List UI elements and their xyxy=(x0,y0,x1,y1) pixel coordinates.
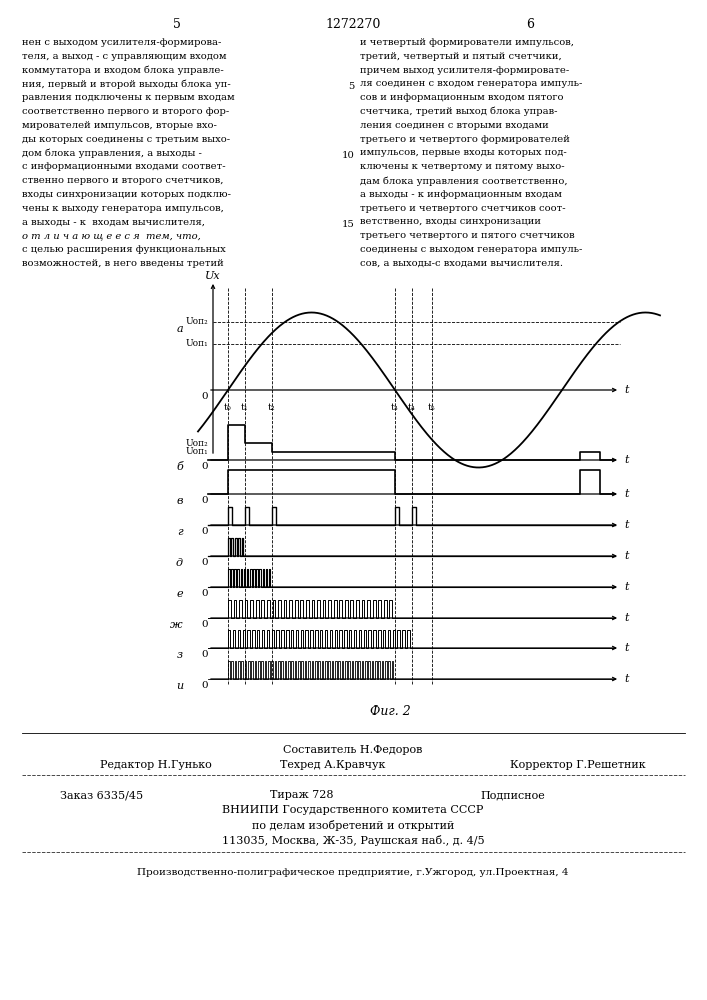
Text: 113035, Москва, Ж-35, Раушская наб., д. 4/5: 113035, Москва, Ж-35, Раушская наб., д. … xyxy=(222,835,484,846)
Text: ления соединен с вторыми входами: ления соединен с вторыми входами xyxy=(360,121,549,130)
Text: Тираж 728: Тираж 728 xyxy=(270,790,334,800)
Text: ственно первого и второго счетчиков,: ственно первого и второго счетчиков, xyxy=(22,176,223,185)
Text: t: t xyxy=(624,582,629,592)
Text: Uоп₁: Uоп₁ xyxy=(185,448,208,456)
Text: a: a xyxy=(176,324,183,334)
Text: t: t xyxy=(624,613,629,623)
Text: дом блока управления, а выходы -: дом блока управления, а выходы - xyxy=(22,148,202,158)
Text: Редактор Н.Гунько: Редактор Н.Гунько xyxy=(100,760,212,770)
Text: 0: 0 xyxy=(201,589,208,598)
Text: е: е xyxy=(176,589,183,599)
Text: Техред А.Кравчук: Техред А.Кравчук xyxy=(280,760,385,770)
Text: возможностей, в него введены третий: возможностей, в него введены третий xyxy=(22,259,223,268)
Text: 0: 0 xyxy=(201,392,208,401)
Text: t: t xyxy=(624,455,629,465)
Text: ключены к четвертому и пятому выхо-: ключены к четвертому и пятому выхо- xyxy=(360,162,565,171)
Text: ля соединен с входом генератора импуль-: ля соединен с входом генератора импуль- xyxy=(360,79,583,88)
Text: сов и информационным входом пятого: сов и информационным входом пятого xyxy=(360,93,563,102)
Text: t: t xyxy=(624,674,629,684)
Text: Производственно-полиграфическое предприятие, г.Ужгород, ул.Проектная, 4: Производственно-полиграфическое предприя… xyxy=(137,868,568,877)
Text: Uоп₁: Uоп₁ xyxy=(185,340,208,349)
Text: Uоп₂: Uоп₂ xyxy=(185,438,208,448)
Text: дам блока управления соответственно,: дам блока управления соответственно, xyxy=(360,176,568,186)
Text: 5: 5 xyxy=(173,18,181,31)
Text: в: в xyxy=(177,496,183,506)
Text: Фиг. 2: Фиг. 2 xyxy=(370,705,410,718)
Text: третьего и четвертого счетчиков соот-: третьего и четвертого счетчиков соот- xyxy=(360,204,566,213)
Text: чены к выходу генератора импульсов,: чены к выходу генератора импульсов, xyxy=(22,204,224,213)
Text: ж: ж xyxy=(170,620,183,630)
Text: 0: 0 xyxy=(201,558,208,567)
Text: Ux: Ux xyxy=(205,271,221,281)
Text: 1272270: 1272270 xyxy=(325,18,380,31)
Text: 0: 0 xyxy=(201,650,208,659)
Text: и четвертый формирователи импульсов,: и четвертый формирователи импульсов, xyxy=(360,38,574,47)
Text: третий, четвертый и пятый счетчики,: третий, четвертый и пятый счетчики, xyxy=(360,52,562,61)
Text: t₅: t₅ xyxy=(428,403,436,412)
Text: 15: 15 xyxy=(342,220,355,229)
Text: 5: 5 xyxy=(349,82,355,91)
Text: t₂: t₂ xyxy=(268,403,276,412)
Text: а выходы - к информационным входам: а выходы - к информационным входам xyxy=(360,190,562,199)
Text: третьего и четвертого формирователей: третьего и четвертого формирователей xyxy=(360,135,570,144)
Text: а выходы - к  входам вычислителя,: а выходы - к входам вычислителя, xyxy=(22,217,205,226)
Text: 10: 10 xyxy=(342,151,355,160)
Text: с целью расширения функциональных: с целью расширения функциональных xyxy=(22,245,226,254)
Text: t: t xyxy=(624,643,629,653)
Text: по делам изобретений и открытий: по делам изобретений и открытий xyxy=(252,820,454,831)
Text: и: и xyxy=(176,681,183,691)
Text: t₃: t₃ xyxy=(391,403,399,412)
Text: теля, а выход - с управляющим входом: теля, а выход - с управляющим входом xyxy=(22,52,226,61)
Text: счетчика, третий выход блока управ-: счетчика, третий выход блока управ- xyxy=(360,107,558,116)
Text: t₀: t₀ xyxy=(224,403,232,412)
Text: Uоп₂: Uоп₂ xyxy=(185,318,208,326)
Text: мирователей импульсов, вторые вхо-: мирователей импульсов, вторые вхо- xyxy=(22,121,217,130)
Text: причем выход усилителя-формировате-: причем выход усилителя-формировате- xyxy=(360,66,569,75)
Text: третьего четвертого и пятого счетчиков: третьего четвертого и пятого счетчиков xyxy=(360,231,575,240)
Text: 0: 0 xyxy=(201,681,208,690)
Text: коммутатора и входом блока управле-: коммутатора и входом блока управле- xyxy=(22,66,223,75)
Text: с информационными входами соответ-: с информационными входами соответ- xyxy=(22,162,226,171)
Text: 0: 0 xyxy=(201,620,208,629)
Text: Подписное: Подписное xyxy=(480,790,545,800)
Text: t: t xyxy=(624,385,629,395)
Text: ния, первый и второй выходы блока уп-: ния, первый и второй выходы блока уп- xyxy=(22,79,230,89)
Text: t: t xyxy=(624,520,629,530)
Text: входы синхронизации которых подклю-: входы синхронизации которых подклю- xyxy=(22,190,231,199)
Text: сов, а выходы-с входами вычислителя.: сов, а выходы-с входами вычислителя. xyxy=(360,259,563,268)
Text: ды которых соединены с третьим выхо-: ды которых соединены с третьим выхо- xyxy=(22,135,230,144)
Text: о т л и ч а ю щ е е с я  тем, что,: о т л и ч а ю щ е е с я тем, что, xyxy=(22,231,201,240)
Text: соответственно первого и второго фор-: соответственно первого и второго фор- xyxy=(22,107,229,116)
Text: t: t xyxy=(624,551,629,561)
Text: б: б xyxy=(176,462,183,472)
Text: 0: 0 xyxy=(201,527,208,536)
Text: t₄: t₄ xyxy=(408,403,416,412)
Text: t₁: t₁ xyxy=(241,403,249,412)
Text: импульсов, первые входы которых под-: импульсов, первые входы которых под- xyxy=(360,148,567,157)
Text: Корректор Г.Решетник: Корректор Г.Решетник xyxy=(510,760,645,770)
Text: з: з xyxy=(177,650,183,660)
Text: ветственно, входы синхронизации: ветственно, входы синхронизации xyxy=(360,217,541,226)
Text: Составитель Н.Федоров: Составитель Н.Федоров xyxy=(284,745,423,755)
Text: 0: 0 xyxy=(201,496,208,505)
Text: соединены с выходом генератора импуль-: соединены с выходом генератора импуль- xyxy=(360,245,583,254)
Text: ВНИИПИ Государственного комитета СССР: ВНИИПИ Государственного комитета СССР xyxy=(222,805,484,815)
Text: Заказ 6335/45: Заказ 6335/45 xyxy=(60,790,143,800)
Text: г: г xyxy=(177,527,183,537)
Text: t: t xyxy=(624,489,629,499)
Text: равления подключены к первым входам: равления подключены к первым входам xyxy=(22,93,235,102)
Text: д: д xyxy=(176,558,183,568)
Text: нен с выходом усилителя-формирова-: нен с выходом усилителя-формирова- xyxy=(22,38,221,47)
Text: 0: 0 xyxy=(201,462,208,471)
Text: 6: 6 xyxy=(526,18,534,31)
